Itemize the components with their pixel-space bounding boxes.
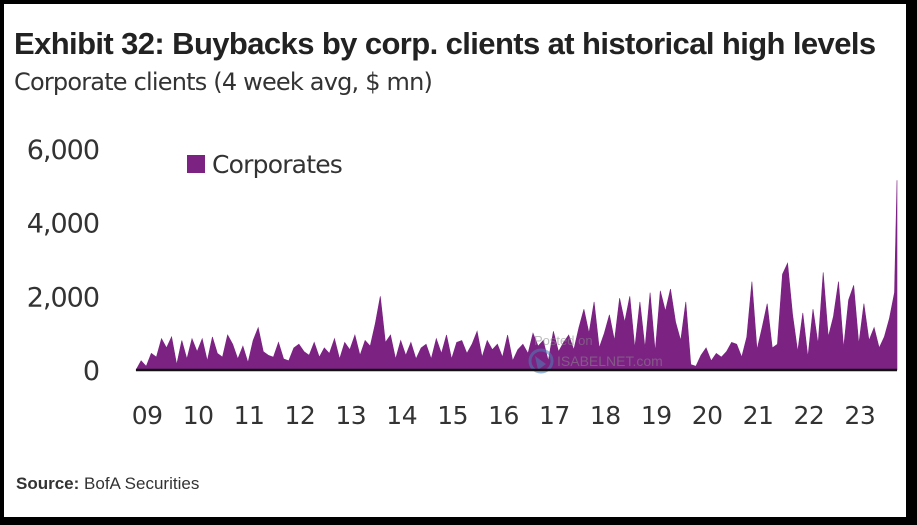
x-tick-label: 16: [488, 401, 519, 430]
chart-plot: 0 2,000 4,000 6,000 09 10 11 12 13 14 15 16 17 18 19 2…: [27, 135, 898, 430]
x-tick-label: 17: [539, 401, 570, 430]
x-tick-label: 12: [285, 401, 316, 430]
legend: Corporates: [187, 150, 343, 179]
x-tick-label: 22: [794, 401, 825, 430]
x-tick-label: 19: [641, 401, 672, 430]
x-tick-label: 14: [386, 401, 417, 430]
x-tick-label: 15: [437, 401, 468, 430]
source-note: Source: BofA Securities: [16, 474, 199, 494]
x-tick-label: 21: [743, 401, 774, 430]
series-area-corporates: [135, 180, 898, 371]
chart-title: Exhibit 32: Buybacks by corp. clients at…: [14, 26, 876, 61]
watermark-logo-mark: [535, 356, 546, 370]
x-tick-label: 20: [692, 401, 723, 430]
legend-swatch-corporates: [187, 155, 205, 173]
watermark-line2: ISABELNET.com: [557, 353, 663, 369]
x-tick-label: 10: [183, 401, 214, 430]
legend-label-corporates: Corporates: [212, 150, 342, 179]
y-axis-ticks: 0 2,000 4,000 6,000: [27, 135, 100, 387]
y-tick-label: 6,000: [27, 135, 99, 166]
source-text: BofA Securities: [84, 474, 200, 493]
watermark: Posted on ISABELNET.com: [528, 333, 663, 374]
chart-card: Exhibit 32: Buybacks by corp. clients at…: [4, 4, 906, 517]
x-tick-label: 18: [590, 401, 621, 430]
source-label: Source:: [16, 474, 80, 493]
x-tick-label: 09: [132, 401, 163, 430]
y-tick-label: 4,000: [27, 209, 99, 240]
watermark-logo-icon: [528, 348, 554, 374]
series-layer: [135, 180, 898, 371]
x-tick-label: 13: [335, 401, 366, 430]
watermark-line1: Posted on: [534, 333, 593, 348]
y-tick-label: 0: [83, 356, 99, 387]
x-tick-label: 23: [844, 401, 875, 430]
x-tick-label: 11: [234, 401, 265, 430]
x-axis-ticks: 09 10 11 12 13 14 15 16 17 18 19 20 21 22 23: [132, 401, 876, 430]
chart-subtitle: Corporate clients (4 week avg, $ mn): [14, 68, 433, 96]
y-tick-label: 2,000: [27, 282, 99, 313]
